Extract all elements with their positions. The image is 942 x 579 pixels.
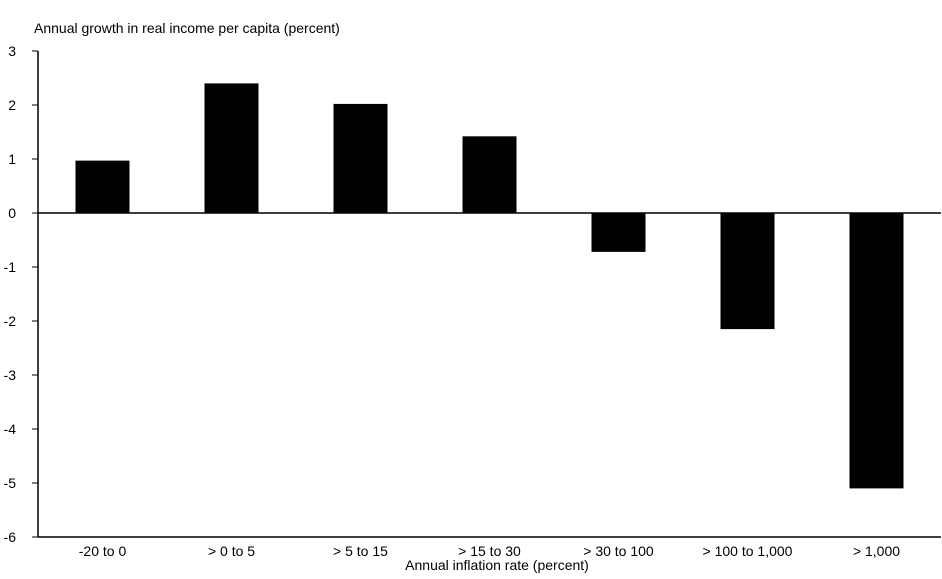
x-tick-label: > 1,000 — [853, 543, 900, 559]
y-tick-label: -6 — [4, 529, 17, 545]
y-tick-label: -5 — [4, 475, 17, 491]
y-tick-label: -2 — [4, 313, 17, 329]
y-tick-label: -3 — [4, 367, 17, 383]
bar — [849, 213, 904, 489]
x-tick-label: > 30 to 100 — [583, 543, 654, 559]
x-tick-label: > 100 to 1,000 — [703, 543, 793, 559]
y-tick-label: -1 — [4, 259, 17, 275]
y-tick-label: 3 — [8, 43, 16, 59]
x-tick-label: > 5 to 15 — [333, 543, 388, 559]
bar — [720, 213, 775, 330]
bar — [333, 103, 388, 213]
x-tick-label: > 15 to 30 — [458, 543, 521, 559]
x-tick-label: -20 to 0 — [79, 543, 127, 559]
y-tick-label: -4 — [4, 421, 17, 437]
x-axis-title: Annual inflation rate (percent) — [405, 557, 589, 573]
bar — [204, 83, 259, 214]
x-tick-label: > 0 to 5 — [208, 543, 255, 559]
plot-area: 3 2 1 0 -1 -2 -3 -4 -5 -6 -20 to 0 > 0 to 5 > 5 to 1… — [4, 43, 941, 559]
bar — [75, 160, 130, 213]
y-axis-title: Annual growth in real income per capita … — [34, 20, 340, 36]
bar — [591, 213, 646, 252]
y-tick-label: 2 — [8, 97, 16, 113]
y-tick-label: 1 — [8, 151, 16, 167]
bar — [462, 136, 517, 213]
y-tick-label: 0 — [8, 205, 16, 221]
